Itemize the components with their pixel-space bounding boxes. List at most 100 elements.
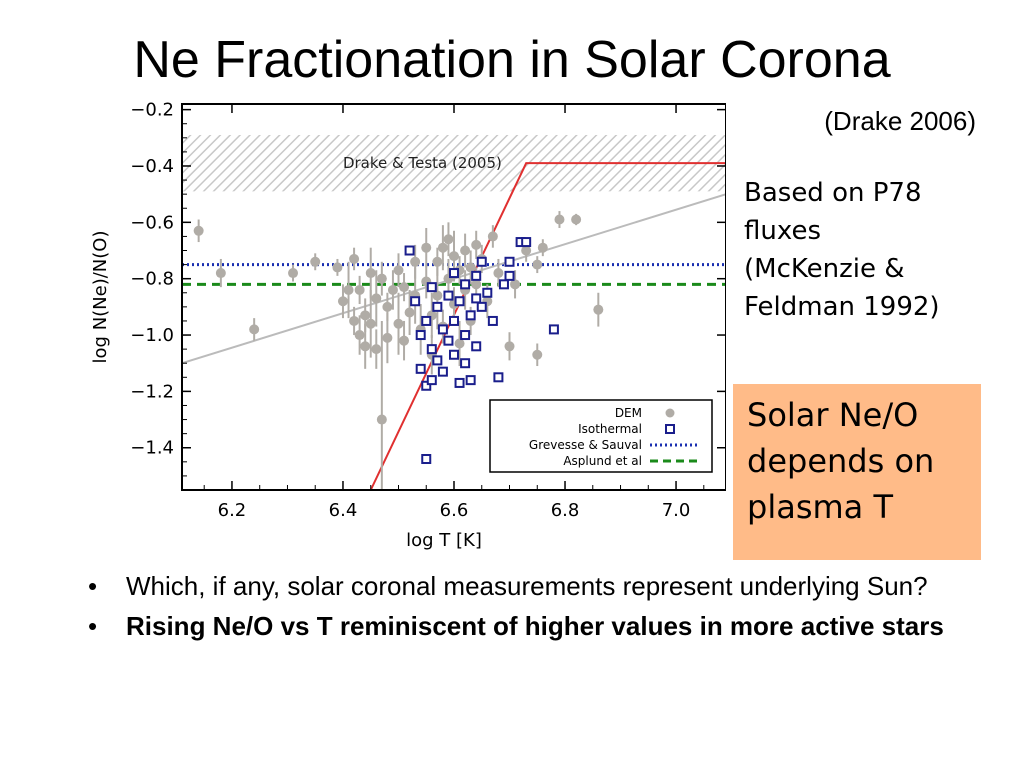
data-point-dem	[354, 284, 365, 295]
bullet-text: Which, if any, solar coronal measurement…	[126, 571, 928, 601]
bullet-marker: •	[88, 611, 98, 641]
note-line: fluxes	[744, 216, 821, 246]
data-point-dem	[393, 318, 404, 329]
legend-marker	[665, 424, 675, 434]
note-line: Feldman 1992)	[744, 292, 940, 322]
note-line: (McKenzie &	[744, 254, 905, 284]
data-point-dem	[532, 349, 543, 360]
data-point-isothermal	[465, 310, 476, 321]
data-point-isothermal	[471, 341, 482, 352]
data-point-isothermal	[460, 279, 471, 290]
data-point-dem	[454, 338, 465, 349]
y-tick-label: −0.6	[130, 212, 174, 233]
data-point-dem	[399, 282, 410, 293]
data-point-dem	[349, 315, 360, 326]
data-point-isothermal	[421, 454, 432, 465]
y-tick-label: −1.2	[130, 381, 174, 402]
band-label: Drake & Testa (2005)	[343, 154, 502, 172]
data-point-isothermal	[471, 293, 482, 304]
data-point-isothermal	[443, 290, 454, 301]
x-axis-label: log T [K]	[406, 530, 482, 551]
callout-box: Solar Ne/O depends on plasma T	[733, 384, 981, 560]
data-point-dem	[460, 245, 471, 256]
data-point-isothermal	[460, 358, 471, 369]
y-tick-label: −1.0	[130, 325, 174, 346]
legend-label: Asplund et al	[563, 454, 642, 468]
data-point-dem	[432, 256, 443, 267]
data-point-isothermal	[421, 380, 432, 391]
data-point-isothermal	[504, 270, 515, 281]
data-point-dem	[371, 344, 382, 355]
data-point-isothermal	[421, 315, 432, 326]
callout-line: Solar Ne/O	[747, 396, 919, 434]
data-point-dem	[449, 251, 459, 262]
data-point-isothermal	[449, 315, 459, 326]
y-tick-label: −0.4	[130, 156, 174, 177]
citation: (Drake 2006)	[824, 106, 976, 136]
data-point-dem	[421, 242, 432, 253]
data-point-dem	[593, 304, 604, 315]
data-point-dem	[465, 262, 476, 273]
data-point-dem	[537, 242, 548, 253]
data-point-isothermal	[504, 256, 515, 267]
bullet-marker: •	[88, 571, 98, 601]
data-point-isothermal	[454, 296, 465, 307]
data-point-dem	[399, 335, 410, 346]
data-point-isothermal	[471, 270, 482, 281]
data-point-dem	[532, 259, 543, 270]
data-point-isothermal	[415, 330, 426, 341]
x-tick-label: 7.0	[662, 500, 691, 521]
data-point-isothermal	[432, 355, 443, 366]
y-tick-label: −0.2	[130, 100, 174, 121]
data-point-isothermal	[487, 315, 498, 326]
data-point-dem	[343, 284, 354, 295]
data-point-dem	[471, 239, 482, 250]
data-point-isothermal	[426, 282, 437, 293]
data-point-isothermal	[548, 324, 559, 335]
data-point-dem	[437, 242, 448, 253]
data-point-isothermal	[493, 372, 504, 383]
data-point-dem	[360, 310, 371, 321]
data-point-dem	[493, 268, 504, 279]
data-point-dem	[443, 234, 454, 245]
note-text: Based on P78 fluxes (McKenzie & Feldman …	[744, 174, 1004, 326]
bullet-list: • Which, if any, solar coronal measureme…	[88, 570, 988, 650]
data-point-dem	[193, 225, 204, 236]
slide-title: Ne Fractionation in Solar Corona	[133, 31, 891, 89]
data-point-isothermal	[437, 366, 448, 377]
data-point-dem	[337, 296, 348, 307]
legend-label: Grevesse & Sauval	[529, 438, 642, 452]
data-point-dem	[376, 414, 387, 425]
data-point-isothermal	[404, 245, 415, 256]
legend-marker	[665, 408, 675, 418]
data-point-isothermal	[426, 375, 437, 386]
data-point-dem	[404, 307, 415, 318]
data-point-dem	[554, 214, 565, 225]
data-point-isothermal	[521, 237, 532, 248]
bullet-item: • Which, if any, solar coronal measureme…	[88, 570, 988, 602]
data-point-dem	[371, 293, 382, 304]
data-point-dem	[487, 231, 498, 242]
y-tick-label: −0.8	[130, 269, 174, 290]
data-point-dem	[310, 256, 321, 267]
bullet-text: Rising Ne/O vs T reminiscent of higher v…	[126, 611, 944, 641]
data-point-dem	[510, 279, 521, 290]
legend-label: DEM	[615, 406, 642, 420]
x-tick-label: 6.6	[440, 500, 469, 521]
data-point-dem	[215, 268, 226, 279]
data-point-isothermal	[443, 335, 454, 346]
data-point-isothermal	[460, 330, 471, 341]
x-tick-label: 6.8	[551, 500, 580, 521]
callout-line: plasma T	[747, 488, 893, 526]
y-tick-label: −1.4	[130, 438, 174, 459]
data-point-dem	[332, 262, 343, 273]
data-point-isothermal	[476, 256, 487, 267]
data-point-isothermal	[498, 279, 509, 290]
data-point-dem	[249, 324, 260, 335]
data-point-dem	[471, 279, 482, 290]
data-point-dem	[365, 268, 376, 279]
data-point-isothermal	[476, 301, 487, 312]
data-point-dem	[521, 245, 532, 256]
data-point-dem	[288, 268, 299, 279]
data-point-dem	[382, 301, 393, 312]
